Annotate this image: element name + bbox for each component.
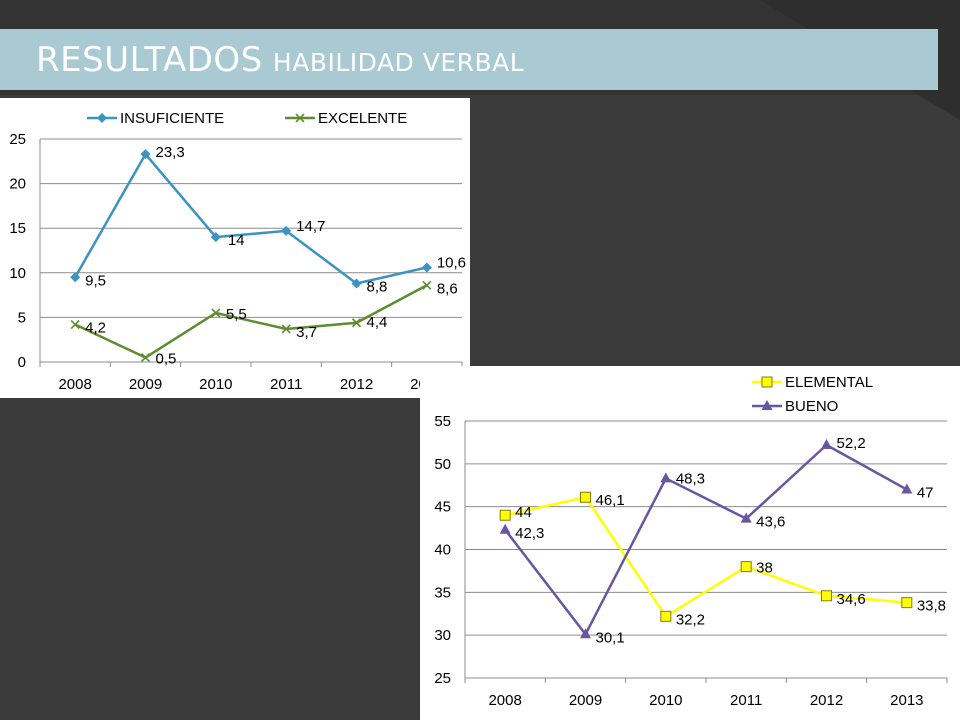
slide-title: RESULTADOS HABILIDAD VERBAL [36, 40, 524, 80]
data-point [351, 278, 362, 289]
data-label: 14,7 [296, 218, 325, 235]
legend-label: INSUFICIENTE [120, 110, 224, 127]
x-tick-label: 2008 [488, 692, 521, 709]
data-point [422, 280, 432, 290]
data-point [901, 597, 913, 609]
data-label: 44 [515, 504, 532, 521]
chart-elemental-bueno: 25 30 35 40 45 50 55 2008 2009 2010 2011 2012 2013 44… [420, 366, 960, 720]
y-tick-label: 15 [9, 220, 26, 237]
data-label: 14 [228, 232, 245, 249]
data-label: 52,2 [837, 435, 866, 452]
x-tick-label: 2009 [569, 692, 602, 709]
legend-item-bueno: BUENO [752, 398, 838, 415]
data-label: 42,3 [515, 525, 544, 542]
series-line-bueno [504, 443, 908, 637]
data-point [281, 225, 292, 236]
series-elemental: 44 46,1 32,2 38 34,6 33,8 [499, 491, 946, 628]
y-tick-label: 10 [9, 265, 26, 282]
data-label: 33,8 [917, 598, 946, 615]
legend-marker [761, 400, 773, 410]
data-label: 4,4 [367, 314, 388, 331]
data-point [140, 149, 151, 160]
data-label: 48,3 [676, 470, 705, 487]
data-label: 8,8 [367, 279, 388, 296]
legend-label: ELEMENTAL [785, 374, 873, 391]
data-point [580, 628, 591, 639]
data-label: 10,6 [437, 254, 466, 271]
data-point [821, 438, 832, 449]
legend-item-insuficiente: INSUFICIENTE [87, 110, 224, 127]
series-line-elemental [504, 495, 907, 619]
y-tick-label: 40 [434, 542, 451, 559]
data-point [210, 232, 221, 243]
x-tick-label: 2011 [730, 692, 762, 709]
legend-marker [295, 113, 305, 123]
data-label: 8,6 [437, 280, 458, 297]
chart-insuficiente-excelente: 05101520252008200920102011201220139,523,… [0, 98, 470, 398]
series-bueno: 42,3 30,1 48,3 43,6 52,2 47 [499, 435, 934, 646]
series-line-excelente [74, 284, 428, 359]
legend-marker [761, 376, 773, 388]
x-tick-label: 2013 [890, 692, 923, 709]
y-tick-label: 55 [434, 413, 451, 430]
y-tick-label: 20 [9, 176, 26, 193]
data-label: 34,6 [837, 591, 866, 608]
y-tick-label: 50 [434, 456, 451, 473]
slide-title-sub: HABILIDAD VERBAL [272, 48, 525, 77]
data-label: 9,5 [85, 272, 106, 289]
data-point [499, 509, 511, 521]
data-point [660, 610, 672, 622]
data-label: 43,6 [756, 514, 785, 531]
series-line-insuficiente [74, 151, 428, 285]
x-tick-label: 2010 [199, 376, 232, 393]
data-point [740, 561, 752, 573]
data-point [660, 472, 672, 483]
x-tick-label: 2010 [649, 692, 682, 709]
data-point [70, 272, 81, 283]
data-point [740, 512, 752, 523]
legend-item-elemental: ELEMENTAL [752, 374, 873, 391]
data-point [351, 318, 362, 328]
x-tick-label: 2012 [340, 376, 373, 393]
data-point [421, 262, 432, 273]
y-tick-label: 25 [434, 670, 451, 687]
data-point [140, 352, 151, 363]
title-band [0, 29, 938, 90]
data-label: 23,3 [156, 144, 185, 161]
data-label: 47 [917, 485, 934, 502]
y-tick-label: 5 [18, 309, 26, 326]
series-excelente: 4,2 0,5 5,5 3,7 4,4 8,6 [70, 280, 458, 368]
data-label: 3,7 [296, 324, 317, 341]
data-label: 38 [756, 560, 773, 577]
plot-area [40, 139, 462, 362]
y-tick-label: 0 [18, 354, 26, 371]
y-tick-label: 30 [434, 627, 451, 644]
legend-label: BUENO [785, 398, 838, 415]
x-tick-label: 2008 [58, 376, 91, 393]
x-tick-label: 2011 [270, 376, 302, 393]
y-tick-label: 35 [434, 584, 451, 601]
slide-title-main: RESULTADOS [36, 40, 263, 80]
data-label: 32,2 [676, 611, 705, 628]
data-point [821, 590, 832, 602]
y-tick-label: 45 [434, 499, 451, 516]
data-point [499, 523, 511, 534]
data-label: 46,1 [596, 492, 625, 509]
legend-label: EXCELENTE [318, 110, 407, 127]
data-point [901, 483, 913, 494]
x-tick-label: 2009 [129, 376, 162, 393]
series-insuficiente: 9,5 23,3 14 14,7 8,8 10,6 [70, 144, 466, 296]
data-label: 4,2 [85, 320, 106, 337]
data-point [211, 308, 221, 318]
data-point [580, 491, 591, 503]
data-label: 0,5 [156, 351, 177, 368]
y-tick-label: 25 [9, 131, 26, 148]
data-label: 5,5 [226, 306, 247, 323]
legend-item-excelente: EXCELENTE [285, 110, 407, 127]
data-point [70, 319, 80, 330]
data-point [281, 324, 291, 334]
legend-marker [97, 113, 107, 123]
data-label: 30,1 [596, 629, 625, 646]
x-tick-label: 2012 [810, 692, 843, 709]
